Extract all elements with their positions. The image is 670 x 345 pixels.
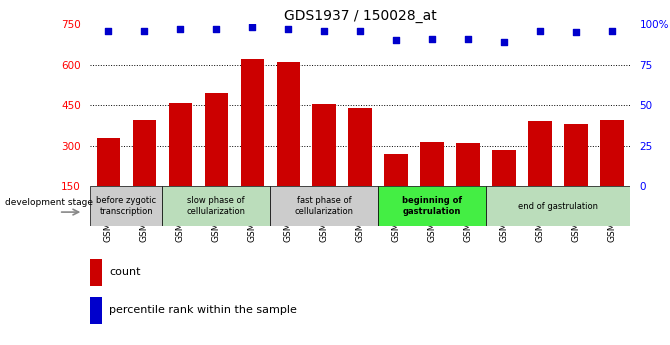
Point xyxy=(139,28,150,33)
Title: GDS1937 / 150028_at: GDS1937 / 150028_at xyxy=(284,9,436,23)
Text: before zygotic
transcription: before zygotic transcription xyxy=(96,196,157,216)
Bar xyxy=(169,102,192,227)
Bar xyxy=(90,297,103,324)
Bar xyxy=(492,150,516,227)
Point xyxy=(571,30,582,35)
Text: slow phase of
cellularization: slow phase of cellularization xyxy=(187,196,246,216)
Bar xyxy=(204,93,228,227)
Bar xyxy=(241,59,264,227)
Bar xyxy=(378,186,486,226)
Point xyxy=(355,28,366,33)
Point xyxy=(463,36,474,41)
Bar xyxy=(96,138,120,227)
Bar xyxy=(277,62,300,227)
Bar xyxy=(90,186,162,226)
Point xyxy=(283,26,293,32)
Point xyxy=(498,39,509,45)
Text: beginning of
gastrulation: beginning of gastrulation xyxy=(402,196,462,216)
Bar xyxy=(312,104,336,227)
Point xyxy=(606,28,617,33)
Bar xyxy=(456,143,480,227)
Bar xyxy=(385,154,408,227)
Point xyxy=(175,26,186,32)
Bar xyxy=(162,186,270,226)
Point xyxy=(427,36,438,41)
Point xyxy=(319,28,330,33)
Point xyxy=(211,26,222,32)
Point xyxy=(247,24,258,30)
Bar xyxy=(270,186,378,226)
Point xyxy=(535,28,545,33)
Text: fast phase of
cellularization: fast phase of cellularization xyxy=(295,196,354,216)
Point xyxy=(391,38,401,43)
Text: development stage: development stage xyxy=(5,198,92,207)
Bar xyxy=(348,108,372,227)
Bar xyxy=(486,186,630,226)
Bar xyxy=(133,120,156,227)
Point xyxy=(103,28,114,33)
Text: percentile rank within the sample: percentile rank within the sample xyxy=(109,305,297,315)
Bar xyxy=(90,259,103,286)
Bar xyxy=(420,142,444,227)
Bar xyxy=(564,124,588,227)
Text: end of gastrulation: end of gastrulation xyxy=(518,201,598,211)
Text: count: count xyxy=(109,267,141,277)
Bar xyxy=(600,120,624,227)
Bar xyxy=(528,121,551,227)
